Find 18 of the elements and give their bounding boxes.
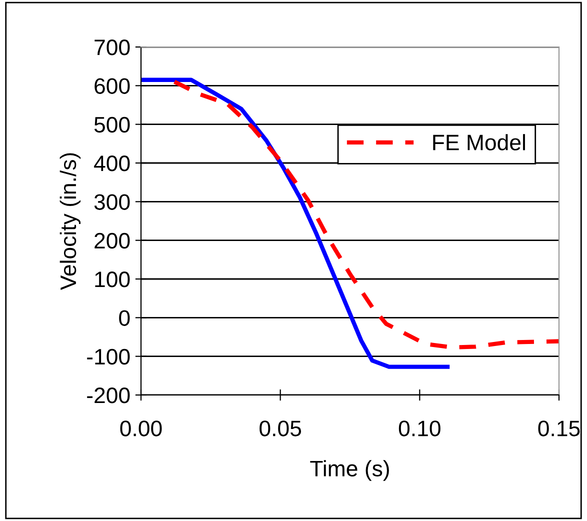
line-series bbox=[172, 80, 559, 350]
y-tick-label: 700 bbox=[94, 40, 130, 56]
x-tick-label: 0.10 bbox=[398, 420, 440, 436]
y-tick-label: -100 bbox=[87, 348, 130, 365]
legend-label: FE Model bbox=[433, 134, 525, 150]
x-tick-label: 0.00 bbox=[120, 420, 162, 436]
y-tick-label: 100 bbox=[95, 272, 130, 288]
y-tick-label: 400 bbox=[94, 156, 130, 172]
y-tick-label: -200 bbox=[87, 388, 130, 404]
y-tick-label: 600 bbox=[94, 78, 130, 94]
x-tick-label: 0.15 bbox=[538, 420, 580, 436]
x-axis-title: Time (s) bbox=[310, 460, 389, 481]
y-tick-label: 500 bbox=[94, 116, 130, 133]
y-tick-label: 0 bbox=[119, 310, 130, 326]
y-tick-label: 300 bbox=[94, 194, 130, 210]
y-tick-label: 200 bbox=[94, 232, 130, 249]
x-tick-label: 0.05 bbox=[260, 420, 302, 436]
y-axis-title: Velocity (in./s) bbox=[60, 153, 81, 290]
